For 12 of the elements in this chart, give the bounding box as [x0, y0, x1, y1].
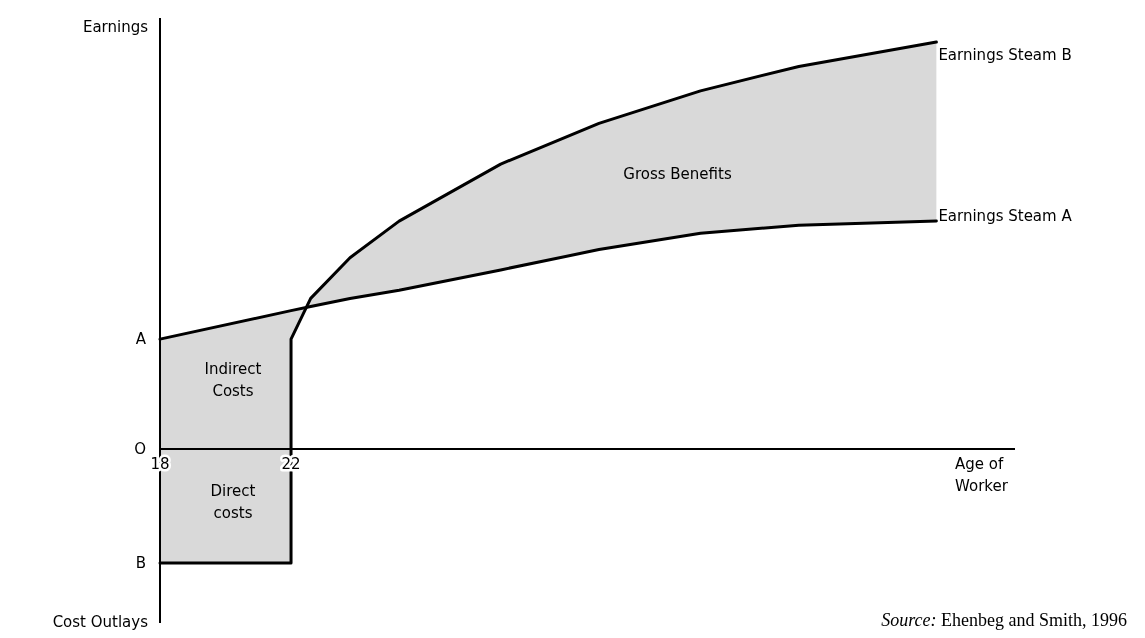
source-note: Source: Ehenbeg and Smith, 1996	[881, 610, 1127, 630]
text: B	[135, 553, 146, 572]
y-axis-title: Earnings	[82, 18, 149, 36]
text: A	[135, 330, 147, 349]
text: O	[134, 440, 146, 458]
text: Cost Outlays	[52, 613, 149, 631]
annotation: Direct costs	[210, 482, 256, 522]
x-axis-title: Age of Worker	[955, 455, 1009, 495]
annotation: Indirect Costs	[204, 360, 262, 400]
series-label: Earnings Steam A	[938, 207, 1073, 226]
series-label: Earnings Steam B	[938, 46, 1072, 64]
annotation: Gross Benefits	[623, 165, 732, 183]
